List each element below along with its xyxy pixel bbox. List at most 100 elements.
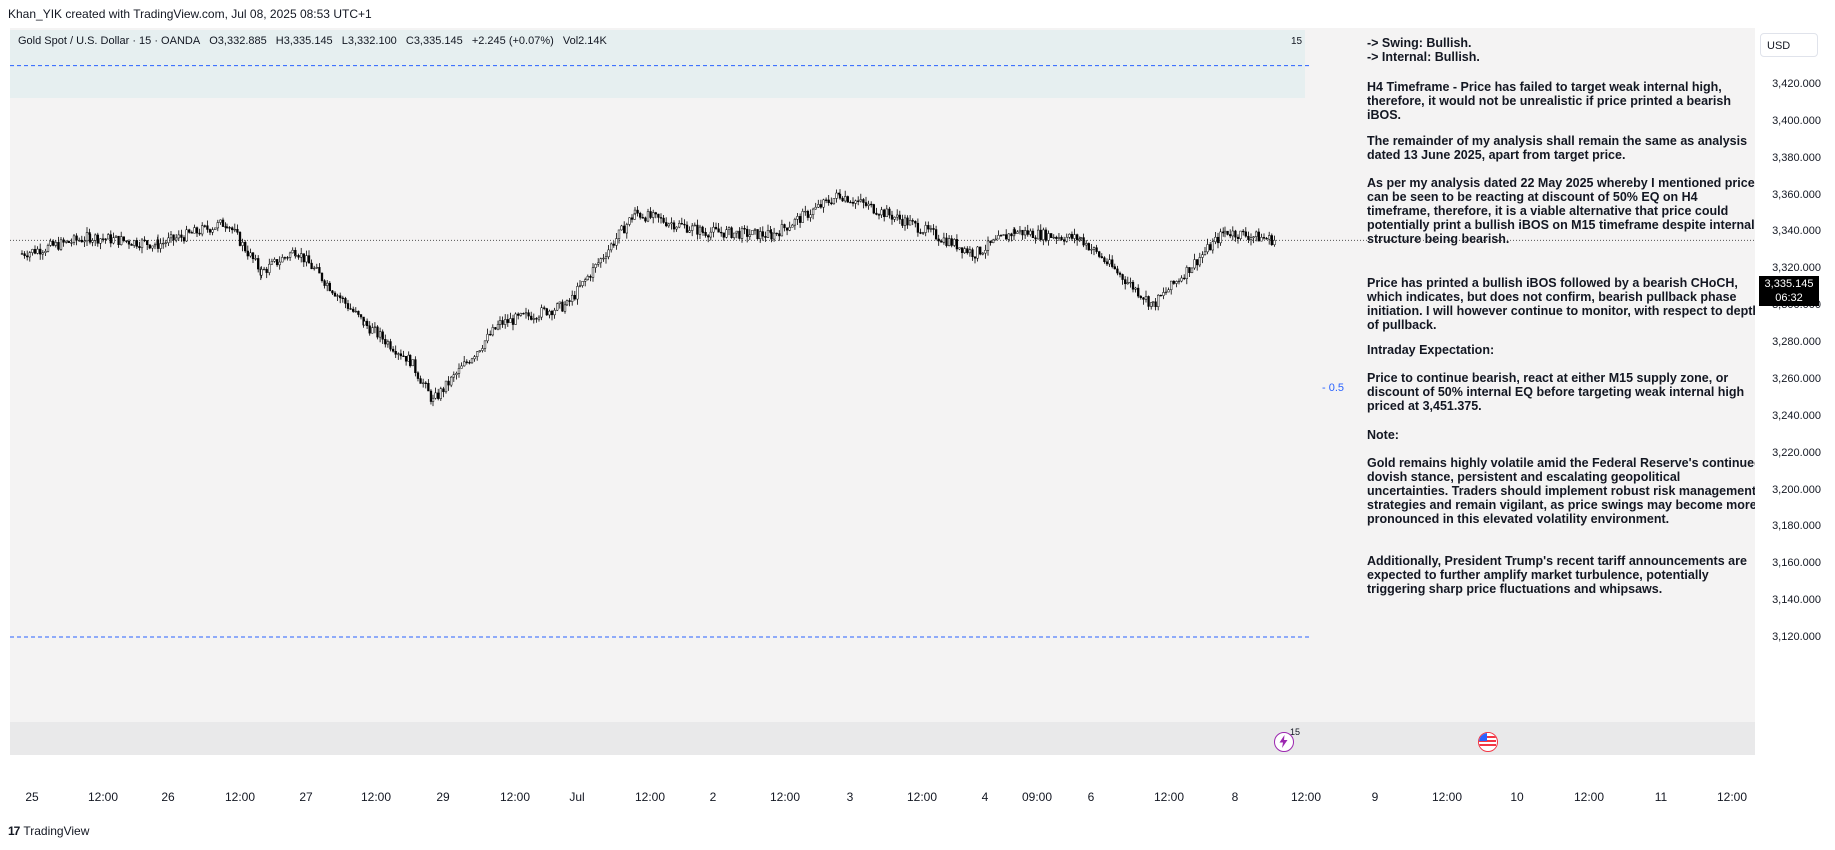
note-paragraph: Additionally, President Trump's recent t… (1367, 554, 1747, 596)
candle-body (527, 312, 530, 317)
candle-body (519, 313, 522, 316)
candle-body (1188, 267, 1191, 274)
candle-body (378, 331, 382, 338)
candle-body (979, 246, 982, 255)
candle-body (88, 234, 92, 243)
candle-body (238, 232, 242, 246)
candle-body (151, 245, 154, 249)
time-tick-label: 12:00 (87, 790, 119, 804)
candle-body (302, 253, 305, 263)
candle-body (556, 303, 559, 311)
candle-body (1042, 229, 1045, 240)
candle-body (1090, 249, 1093, 251)
candle-body (1154, 301, 1157, 308)
candle-body (793, 219, 797, 226)
symbol-name[interactable]: Gold Spot / U.S. Dollar · 15 · OANDA (18, 35, 201, 47)
candle-body (617, 229, 621, 239)
tradingview-brand: TradingView (23, 824, 90, 838)
candle-body (561, 301, 564, 312)
tradingview-footer[interactable]: 17 TradingView (8, 824, 89, 838)
candle-body (251, 252, 255, 260)
candle-body (190, 232, 193, 234)
candle-body (841, 197, 844, 202)
candle-body (233, 228, 236, 231)
candle-body (1024, 230, 1027, 236)
candle-body (1150, 302, 1153, 307)
candle-body (504, 319, 507, 325)
candle-body (698, 226, 702, 235)
candle-body (260, 269, 263, 276)
symbol-legend[interactable]: Gold Spot / U.S. Dollar · 15 · OANDA O3,… (18, 35, 613, 47)
time-tick-label: 12:00 (224, 790, 256, 804)
candle-body (167, 237, 170, 244)
candle-body (450, 376, 453, 386)
candle-body (352, 308, 355, 312)
currency-label[interactable]: USD (1760, 33, 1818, 57)
candle-body (992, 239, 995, 244)
candle-body (615, 238, 618, 246)
candle-body (783, 224, 786, 229)
candle-body (714, 226, 718, 230)
candle-body (1116, 268, 1119, 274)
candlestick-chart[interactable] (10, 28, 1755, 755)
candle-body (1262, 237, 1266, 239)
candle-body (1239, 230, 1242, 239)
note-paragraph: -> Swing: Bullish. -> Internal: Bullish. (1367, 36, 1480, 64)
candle-body (1147, 296, 1150, 307)
candle-body (376, 326, 379, 338)
candle-body (1108, 259, 1111, 265)
candle-body (214, 227, 217, 230)
candle-body (691, 225, 694, 231)
candle-body (620, 225, 623, 231)
candle-body (501, 320, 504, 325)
candle-body (1010, 233, 1013, 237)
candle-body (33, 249, 37, 254)
candle-body (1164, 291, 1168, 294)
candle-body (1198, 257, 1201, 266)
candle-body (809, 214, 812, 218)
candle-body (381, 331, 384, 340)
candle-body (431, 397, 435, 402)
note-paragraph: Note: (1367, 428, 1399, 442)
candle-body (770, 232, 773, 240)
candle-body (685, 224, 689, 233)
chart-pane[interactable] (10, 28, 1755, 755)
time-tick-label: 25 (25, 790, 39, 804)
candle-body (96, 234, 99, 244)
candle-body (867, 203, 870, 206)
candle-body (832, 198, 836, 205)
candle-body (1005, 234, 1008, 240)
candle-body (140, 239, 144, 249)
candle-body (890, 214, 894, 220)
candle-body (830, 202, 833, 205)
candle-body (211, 229, 214, 233)
candle-body (1057, 237, 1061, 239)
candle-body (148, 244, 151, 249)
candle-body (824, 199, 828, 201)
price-axis[interactable] (1755, 28, 1835, 755)
candle-body (1273, 239, 1276, 246)
candle-body (788, 226, 791, 231)
candle-body (1270, 235, 1273, 246)
candle-body (36, 248, 39, 254)
price-tick-label: 3,220.000 (1772, 446, 1821, 459)
candle-body (177, 234, 180, 239)
time-tick-label: 12:00 (1153, 790, 1185, 804)
candle-body (307, 255, 311, 264)
candle-body (1026, 230, 1029, 235)
lightning-icon[interactable] (1274, 732, 1294, 752)
price-tick-label: 3,240.000 (1772, 409, 1821, 422)
candle-body (394, 351, 397, 355)
candle-body (1037, 229, 1040, 240)
candle-body (323, 280, 326, 286)
candle-body (281, 257, 284, 263)
candle-body (496, 324, 500, 330)
candle-body (844, 196, 847, 202)
us-flag-icon[interactable] (1478, 732, 1498, 752)
candle-body (908, 220, 912, 226)
candle-body (109, 234, 112, 244)
candle-body (665, 222, 668, 227)
candle-body (1268, 235, 1271, 240)
time-axis[interactable]: 25 12:00 26 12:00 27 12:00 29 12:00 Jul 12:00 2 12:… (10, 790, 1755, 812)
candle-body (870, 203, 873, 206)
